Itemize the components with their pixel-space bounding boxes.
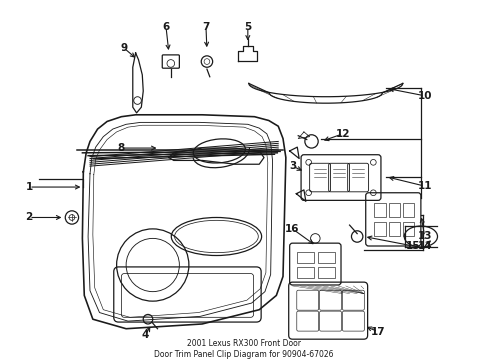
Text: 7: 7	[202, 22, 209, 32]
Text: 14: 14	[417, 241, 431, 251]
Bar	[388, 222, 399, 237]
Text: 17: 17	[370, 327, 385, 337]
Bar	[318, 252, 335, 263]
Bar	[297, 252, 314, 263]
Text: 9: 9	[121, 43, 127, 53]
Bar	[297, 267, 314, 278]
Text: 12: 12	[335, 129, 349, 139]
Bar	[373, 222, 385, 237]
Text: 15: 15	[405, 241, 420, 251]
Text: 1: 1	[25, 182, 33, 192]
Bar	[402, 203, 413, 217]
Text: 8: 8	[118, 143, 125, 153]
Text: 6: 6	[162, 22, 169, 32]
Text: 3: 3	[288, 161, 296, 171]
Text: 16: 16	[285, 224, 299, 234]
Text: 5: 5	[244, 22, 251, 32]
Text: 10: 10	[417, 91, 431, 101]
Text: 2001 Lexus RX300 Front Door
Door Trim Panel Clip Diagram for 90904-67026: 2001 Lexus RX300 Front Door Door Trim Pa…	[154, 339, 333, 359]
Bar	[388, 203, 399, 217]
Bar	[402, 222, 413, 237]
Text: 4: 4	[141, 330, 148, 340]
Text: 2: 2	[25, 212, 33, 222]
Bar	[373, 203, 385, 217]
Bar	[318, 267, 335, 278]
Text: 13: 13	[417, 231, 431, 242]
Text: 11: 11	[417, 181, 431, 191]
